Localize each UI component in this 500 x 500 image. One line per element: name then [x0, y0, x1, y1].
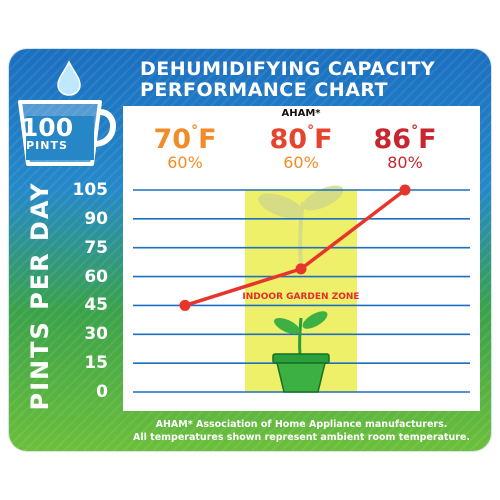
y-tick-label: 30: [84, 324, 108, 345]
data-point: [295, 263, 307, 275]
plant-pot-icon: [272, 311, 330, 393]
badge-unit: PINTS: [26, 139, 68, 152]
y-tick-label: 45: [84, 295, 108, 316]
data-point: [179, 299, 191, 311]
chart-panel: AHAM* 70°F 60% 80°F 60% 86°F 80% INDOOR GARDE…: [123, 106, 480, 411]
badge-number: 100: [20, 113, 74, 142]
x-label-temp: 70°F: [153, 123, 217, 155]
y-tick-label: 75: [84, 237, 108, 258]
y-tick-label: 90: [84, 208, 108, 229]
y-axis-label-box: PINTS PER DAY: [12, 176, 68, 416]
series-layer: [179, 184, 411, 311]
measuring-cup-icon: [18, 60, 116, 166]
y-axis-label: PINTS PER DAY: [26, 181, 54, 411]
x-label-humidity: 60%: [283, 153, 319, 172]
y-tick-label: 0: [96, 382, 108, 402]
y-tick-label: 105: [72, 180, 109, 200]
y-tick-label: 60: [84, 266, 108, 287]
water-drop-icon: [57, 60, 81, 96]
chart-title-line1: DEHUMIDIFYING CAPACITY: [140, 58, 436, 80]
data-point: [399, 184, 411, 196]
x-label-temp: 80°F: [269, 123, 333, 155]
y-tick-label: 15: [84, 353, 108, 374]
plant-ghost-icon: [258, 185, 344, 267]
aham-note: AHAM*: [281, 108, 321, 119]
x-label-humidity: 60%: [167, 153, 203, 172]
footnote-line1: AHAM* Association of Home Appliance manu…: [155, 419, 448, 430]
footnote-line2: All temperatures shown represent ambient…: [133, 432, 470, 443]
chart-title-line2: PERFORMANCE CHART: [140, 79, 389, 101]
zone-label: INDOOR GARDEN ZONE: [242, 292, 360, 302]
x-label-humidity: 80%: [387, 153, 423, 172]
plot-area: [133, 184, 470, 393]
x-label-temp: 86°F: [373, 123, 437, 155]
